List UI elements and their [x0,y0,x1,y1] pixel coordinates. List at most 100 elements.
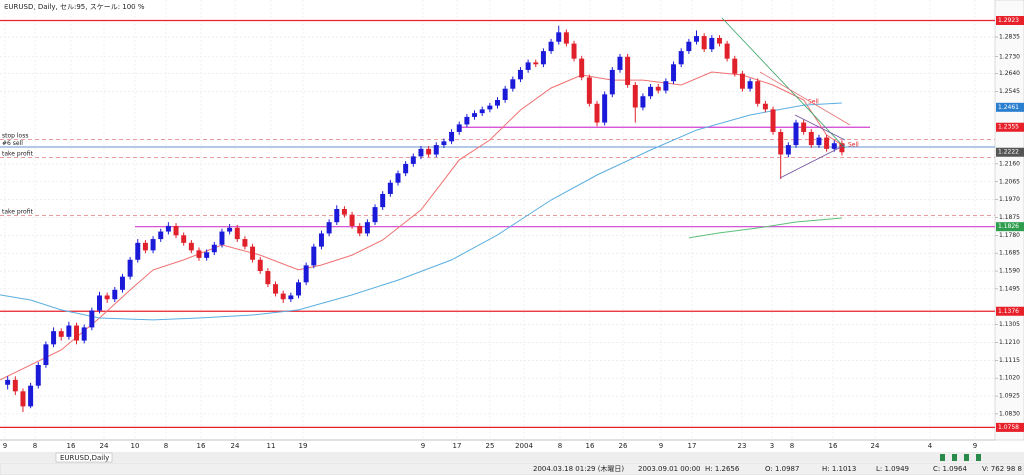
y-tick-label: 1.2545 [999,88,1020,95]
x-tick-label: 17 [688,442,697,450]
candle-body [716,37,722,44]
y-tick-label: 1.1305 [999,321,1020,328]
status-text: H: 1.1013 [822,465,856,473]
x-tick-label: 17 [453,442,462,450]
candle-body [28,385,34,407]
annotation: Sell [808,99,819,106]
candle-body [755,81,761,104]
x-tick-label: 8 [558,442,562,450]
candle-body [326,222,332,234]
candle-body [701,36,707,50]
candle-body [142,242,148,251]
candle-body [640,96,646,108]
candle-body [418,148,424,157]
candle-body [495,99,500,106]
candle-body [395,173,401,183]
candle-body [349,214,355,226]
candle-body [694,36,699,42]
candle-body [410,156,416,164]
candle-body [548,41,554,52]
status-text: 2004.03.18 01:29 (木曜日) [533,464,624,473]
price-tag-label: 1.2461 [998,104,1019,111]
candle-body [35,365,41,386]
candle-body [265,271,271,285]
nav-button[interactable] [952,454,957,461]
annotation: Sell [848,142,859,149]
candle-body [81,327,87,341]
y-tick-label: 1.2160 [999,160,1020,167]
x-tick-label: 2004 [515,442,533,450]
candle-body [211,244,217,253]
x-tick-label: 8 [164,442,168,450]
candle-body [594,103,600,123]
candle-body [97,295,102,311]
status-text: H: 1.2656 [705,465,740,473]
y-tick-label: 1.2835 [999,34,1020,41]
x-tick-label: 9 [3,442,7,450]
nav-button[interactable] [940,454,945,461]
x-tick-label: 8 [790,442,794,450]
price-tag [996,122,1024,132]
candle-body [250,246,256,260]
y-tick-label: 1.1685 [999,250,1020,257]
x-tick-label: 25 [486,442,495,450]
candle-body [479,109,485,114]
candle-body [801,122,807,132]
tab-label[interactable]: EURUSD,Daily [60,454,109,462]
candle-body [158,231,164,240]
candle-body [303,265,309,283]
candle-body [686,41,692,52]
candle-body [58,331,64,337]
candle-body [563,32,569,44]
candle-body [732,58,738,74]
candle-body [119,276,125,290]
candle-body [778,131,784,155]
nav-button[interactable] [964,454,969,461]
y-tick-label: 1.1875 [999,214,1020,221]
price-tag-label: 1.1826 [998,223,1019,230]
candle-body [341,209,347,215]
candle-body [387,182,393,194]
x-tick-label: 4 [928,442,933,450]
x-tick-label: 9 [973,442,977,450]
candle-body [487,105,493,110]
candle-body [502,88,508,100]
moving-average [688,217,842,239]
candle-body [472,113,478,117]
price-tag-label: 1.2923 [998,17,1019,24]
nav-buttons [940,454,981,461]
candle-body [318,233,324,247]
price-tag [996,147,1024,157]
trend-line [759,71,851,126]
candle-body [135,242,141,260]
candle-body [556,32,562,42]
chart-title: EURUSD, Daily, セル:95, スケール: 100 % [4,3,145,11]
x-tick-label: 3 [770,442,774,450]
nav-button[interactable] [976,454,981,461]
candle-body [196,250,202,258]
candle-body [724,43,730,59]
candle-body [464,116,470,125]
candle-body [808,131,814,146]
price-tag [996,15,1024,25]
price-tag-label: 1.0758 [998,424,1019,431]
candle-body [234,227,240,240]
candle-body [51,331,57,345]
candle-body [747,81,753,89]
candle-body [739,73,745,89]
candle-body [380,193,386,208]
price-tag [996,102,1024,112]
tab[interactable] [55,452,113,463]
x-tick-label: 16 [197,442,206,450]
status-bar [0,462,1024,475]
candle-body [517,69,523,80]
tab-bar [0,452,1024,462]
price-axis [994,0,1024,441]
y-tick-label: 1.0925 [999,393,1020,400]
candle-body [426,148,432,155]
x-tick-label: 11 [267,442,276,450]
x-tick-label: 19 [299,442,308,450]
y-tick-label: 1.1590 [999,268,1020,275]
x-tick-label: 8 [33,442,37,450]
